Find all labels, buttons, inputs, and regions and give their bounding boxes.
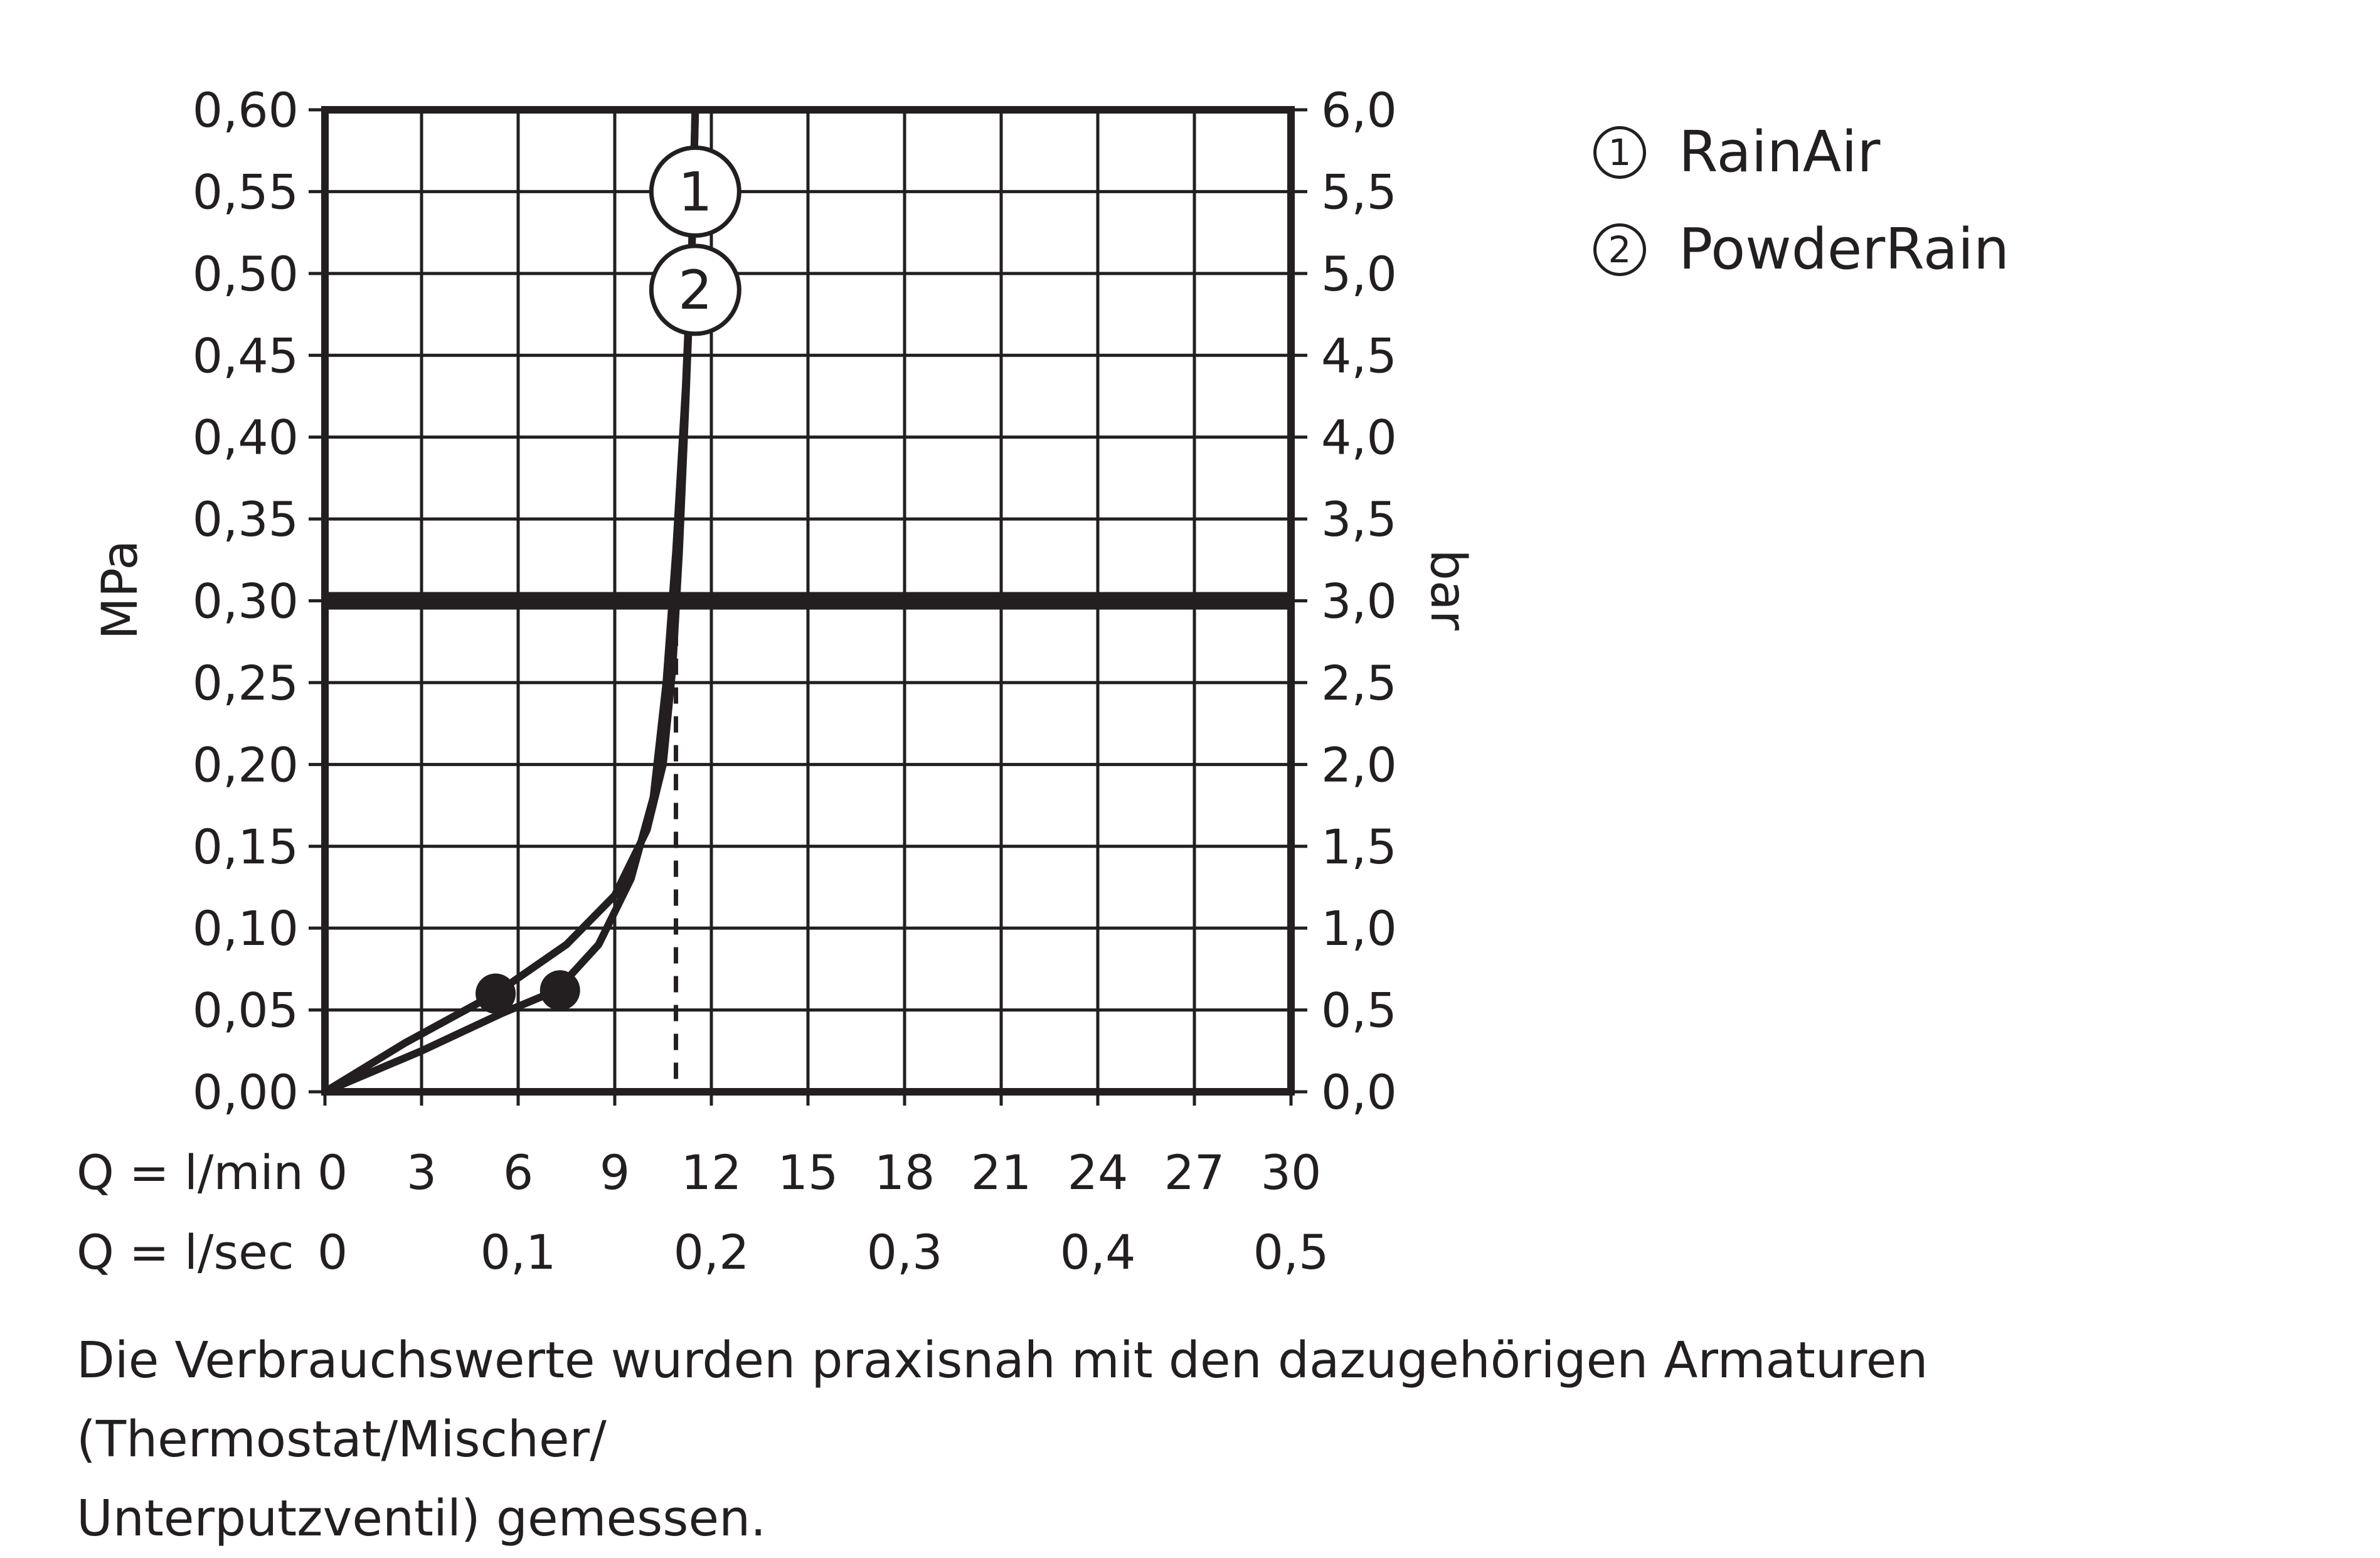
y-right-tick-label: 0,0: [1321, 1064, 1397, 1120]
series-dot-1: [475, 973, 516, 1014]
y-right-tick-label: 5,0: [1321, 246, 1397, 302]
x-row2-tick-label: 0,5: [1253, 1224, 1329, 1280]
y-left-tick-label: 0,50: [193, 246, 299, 302]
reference-lines: [325, 592, 1291, 1092]
flow-pressure-chart: 12 0,000,050,100,150,200,250,300,350,400…: [77, 82, 1476, 1280]
chart-legend: 1 RainAir 2 PowderRain: [1593, 104, 2009, 298]
x-row1-tick-label: 15: [778, 1144, 839, 1200]
chart-series: 12: [321, 106, 741, 1096]
footnote: Die Verbrauchswerte wurden praxisnah mit…: [77, 1321, 2335, 1558]
y-left-tick-label: 0,45: [193, 328, 299, 383]
curve-marker-label-1: 1: [678, 161, 713, 223]
legend-item-rainair: 1 RainAir: [1593, 104, 2009, 201]
x-row1-tick-label: 0: [317, 1144, 348, 1200]
y-left-tick-label: 0,40: [193, 410, 299, 466]
x-row2-tick-label: 0,1: [481, 1224, 556, 1280]
y-axis-left-label: MPa: [92, 540, 149, 640]
series-line-2: [321, 106, 699, 1096]
curve-marker-2: [649, 243, 741, 336]
y-left-tick-label: 0,55: [193, 164, 299, 220]
x-row1-tick-label: 3: [406, 1144, 437, 1200]
legend-marker: 2: [1593, 223, 1646, 276]
y-left-tick-label: 0,15: [193, 819, 299, 875]
y-right-tick-label: 0,5: [1321, 983, 1397, 1038]
x-row2-tick-label: 0,3: [867, 1224, 943, 1280]
y-right-tick-label: 3,5: [1321, 491, 1397, 547]
x-row1-tick-label: 21: [971, 1144, 1032, 1200]
y-left-tick-label: 0,60: [193, 82, 299, 138]
x-row1-tick-label: 30: [1261, 1144, 1322, 1200]
curve-marker-label-2: 2: [678, 259, 713, 322]
y-left-tick-label: 0,25: [193, 655, 299, 711]
y-left-tick-label: 0,05: [193, 983, 299, 1038]
legend-item-powderrain: 2 PowderRain: [1593, 201, 2009, 298]
legend-label: PowderRain: [1679, 216, 2009, 282]
x-row1-tick-label: 18: [874, 1144, 935, 1200]
x-row1-tick-label: 24: [1068, 1144, 1129, 1200]
footnote-line-2: Unterputzventil) gemessen.: [77, 1490, 767, 1547]
y-left-tick-label: 0,20: [193, 737, 299, 792]
x-row2-tick-label: 0,4: [1060, 1224, 1136, 1280]
y-right-tick-label: 4,5: [1321, 328, 1397, 383]
legend-marker: 1: [1593, 125, 1646, 179]
x-row1-tick-label: 27: [1164, 1144, 1225, 1200]
y-right-tick-label: 2,0: [1321, 737, 1397, 792]
y-left-tick-label: 0,00: [193, 1064, 299, 1120]
footnote-line-1: Die Verbrauchswerte wurden praxisnah mit…: [77, 1331, 1928, 1468]
curve-marker-1: [649, 145, 741, 238]
y-right-tick-label: 3,0: [1321, 574, 1397, 629]
legend-label: RainAir: [1679, 119, 1881, 185]
y-left-tick-label: 0,35: [193, 491, 299, 547]
chart-tick-labels: 0,000,050,100,150,200,250,300,350,400,45…: [77, 82, 1397, 1280]
x-row2-label: Q = l/sec: [77, 1224, 294, 1280]
y-right-tick-label: 4,0: [1321, 410, 1397, 466]
x-row2-tick-label: 0,2: [674, 1224, 750, 1280]
y-right-tick-label: 5,5: [1321, 164, 1397, 220]
x-row1-tick-label: 12: [681, 1144, 742, 1200]
x-row1-tick-label: 9: [600, 1144, 630, 1200]
y-right-tick-label: 1,0: [1321, 900, 1397, 956]
y-right-tick-label: 1,5: [1321, 819, 1397, 875]
x-row1-tick-label: 6: [503, 1144, 533, 1200]
x-row1-label: Q = l/min: [77, 1144, 304, 1200]
y-left-tick-label: 0,10: [193, 900, 299, 956]
x-row2-tick-label: 0: [317, 1224, 348, 1280]
y-left-tick-label: 0,30: [193, 574, 299, 629]
y-axis-right-label: bar: [1420, 549, 1476, 631]
series-dot-2: [539, 970, 580, 1011]
y-right-tick-label: 6,0: [1321, 82, 1397, 138]
y-right-tick-label: 2,5: [1321, 655, 1397, 711]
